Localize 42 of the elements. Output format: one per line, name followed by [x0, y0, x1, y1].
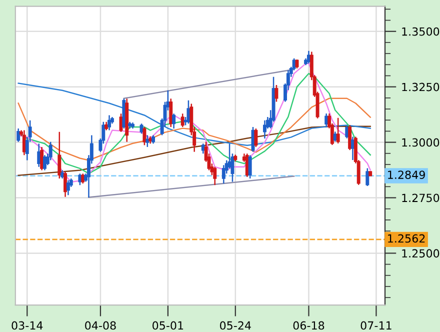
candlestick	[172, 113, 176, 130]
candlestick	[146, 134, 150, 148]
x-tick-label: 07-11	[360, 321, 392, 330]
x-tick-label: 03-14	[12, 321, 43, 330]
line-series	[18, 126, 371, 176]
candlestick	[142, 126, 146, 146]
candlestick	[42, 154, 46, 171]
candlestick	[324, 112, 328, 128]
candlestick	[48, 141, 52, 161]
candlestick	[213, 166, 217, 186]
ref-line-label: 1.2849	[388, 170, 425, 180]
candlestick	[350, 136, 354, 161]
x-tick-label: 05-01	[152, 321, 184, 330]
candlestick	[108, 114, 112, 131]
candlestick	[366, 168, 370, 187]
candlestick	[262, 120, 266, 140]
candlestick	[169, 98, 173, 128]
x-tick-label: 05-24	[220, 321, 251, 330]
candlestick	[40, 146, 44, 171]
line-series	[18, 82, 371, 146]
candlestick	[64, 171, 68, 198]
candlestick	[248, 154, 252, 180]
candlestick	[348, 124, 352, 151]
candlestick	[66, 180, 70, 196]
candlestick	[254, 128, 258, 148]
y-tick-label: 1.2500	[402, 249, 440, 258]
ref-line-label: 1.2562	[388, 234, 425, 243]
candlestick	[336, 117, 340, 144]
candlestick	[333, 131, 337, 142]
x-tick-label: 04-08	[85, 321, 116, 330]
x-tick-label: 06-18	[293, 321, 324, 330]
candlestick	[58, 131, 62, 180]
y-tick-label: 1.2750	[402, 194, 440, 202]
candlestick	[16, 128, 20, 142]
y-tick-label: 1.3000	[402, 138, 440, 147]
candlestick	[81, 172, 85, 184]
candlestick	[180, 113, 184, 128]
candlestick	[222, 164, 226, 184]
candlestick	[274, 84, 278, 102]
y-tick-label: 1.3250	[402, 82, 440, 92]
candlestick	[186, 100, 190, 124]
y-tick-label: 1.3500	[402, 27, 440, 36]
